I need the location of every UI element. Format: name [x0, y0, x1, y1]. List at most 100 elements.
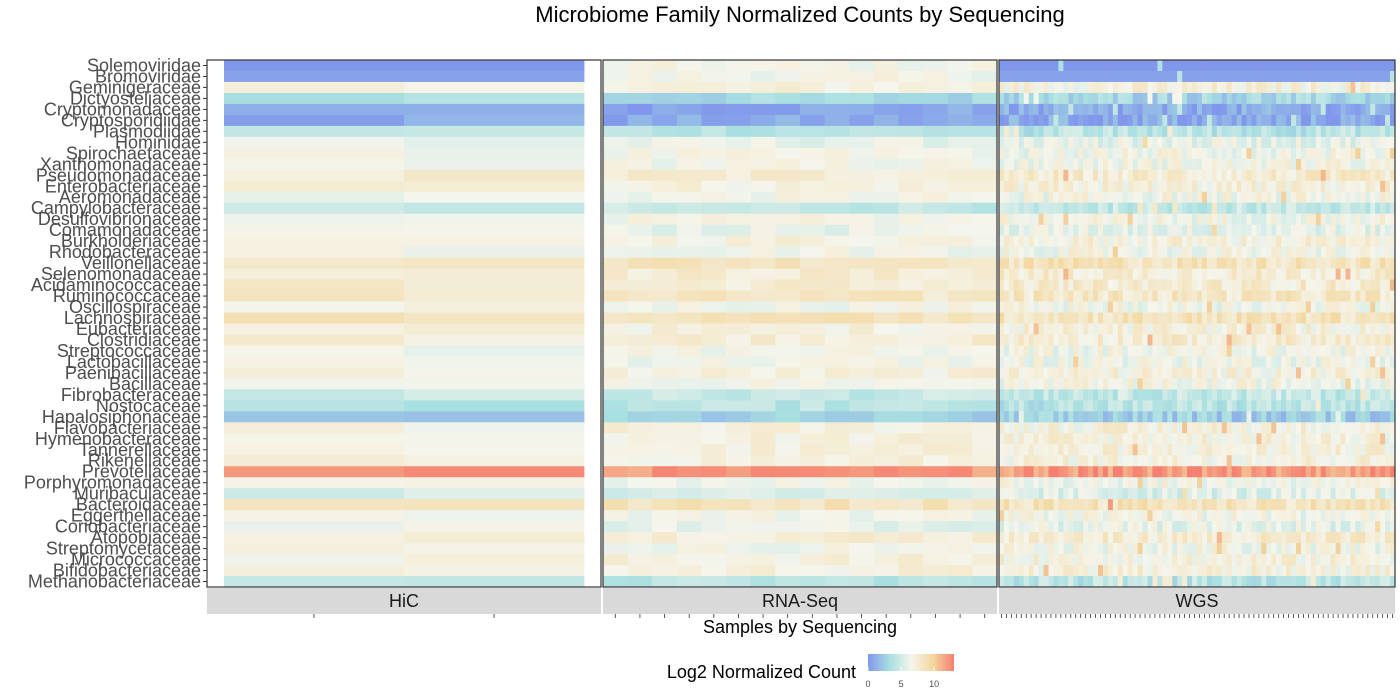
heatmap-cell — [652, 345, 678, 357]
heatmap-cell — [898, 422, 924, 434]
heatmap-cell — [947, 268, 973, 280]
heatmap-cell — [1073, 60, 1079, 72]
heatmap-cell — [1157, 312, 1163, 324]
heatmap-cell — [1201, 411, 1208, 423]
heatmap-cell — [224, 103, 405, 116]
heatmap-cell — [1330, 136, 1336, 149]
heatmap-cell — [1355, 70, 1361, 83]
heatmap-cell — [1261, 70, 1267, 83]
heatmap-cell — [1350, 433, 1356, 445]
heatmap-cell — [1201, 60, 1208, 72]
heatmap-cell — [1192, 103, 1198, 116]
heatmap-cell — [1216, 521, 1223, 533]
heatmap-cell — [1117, 213, 1124, 226]
heatmap-cell — [726, 565, 752, 577]
heatmap-cell — [1003, 70, 1010, 83]
heatmap-cell — [1276, 279, 1282, 291]
heatmap-cell — [652, 477, 678, 489]
heatmap-cell — [1231, 169, 1237, 182]
heatmap-cell — [1107, 125, 1114, 138]
y-tick-label: Rikenellaceae — [88, 451, 201, 471]
heatmap-cell — [1073, 235, 1079, 248]
heatmap-cell — [1008, 411, 1015, 423]
heatmap-cell — [1241, 158, 1247, 171]
heatmap-cell — [1063, 554, 1069, 566]
heatmap-cell — [1182, 554, 1188, 566]
heatmap-cell — [1325, 70, 1332, 83]
heatmap-cell — [1355, 356, 1361, 368]
heatmap-cell — [1201, 279, 1208, 291]
heatmap-cell — [1018, 202, 1025, 215]
heatmap-cell — [1038, 367, 1044, 379]
heatmap-cell — [1033, 114, 1039, 127]
heatmap-cell — [1167, 411, 1173, 423]
heatmap-cell — [1132, 180, 1138, 193]
heatmap-cell — [775, 147, 801, 160]
heatmap-cell — [1271, 103, 1277, 116]
heatmap-cell — [1112, 257, 1119, 270]
heatmap-cell — [701, 367, 727, 379]
heatmap-cell — [1241, 180, 1247, 193]
heatmap-cell — [652, 444, 678, 456]
heatmap-cell — [1132, 279, 1138, 291]
heatmap-cell — [1102, 70, 1109, 83]
heatmap-cell — [1192, 400, 1198, 412]
heatmap-cell — [1350, 477, 1356, 489]
heatmap-cell — [1335, 444, 1341, 456]
heatmap-cell — [999, 543, 1005, 555]
heatmap-cell — [1172, 147, 1178, 160]
heatmap-cell — [1370, 455, 1376, 467]
heatmap-cell — [1182, 433, 1188, 445]
heatmap-cell — [726, 345, 752, 357]
heatmap-cell — [1281, 235, 1287, 248]
heatmap-cell — [1058, 235, 1064, 248]
heatmap-cell — [1197, 279, 1203, 291]
heatmap-cell — [1182, 444, 1188, 456]
heatmap-cell — [999, 213, 1005, 226]
heatmap-cell — [898, 268, 924, 280]
heatmap-cell — [1167, 70, 1173, 83]
heatmap-cell — [701, 114, 727, 127]
heatmap-cell — [1093, 246, 1099, 259]
heatmap-cell — [1033, 202, 1039, 215]
heatmap-cell — [1028, 180, 1035, 193]
heatmap-cell — [1380, 411, 1386, 423]
heatmap-cell — [627, 290, 653, 302]
heatmap-cell — [1078, 246, 1084, 259]
heatmap-cell — [1261, 477, 1267, 489]
heatmap-cell — [1241, 576, 1247, 588]
heatmap-cell — [1023, 246, 1030, 259]
heatmap-cell — [1028, 477, 1035, 489]
heatmap-cell — [1271, 345, 1277, 357]
heatmap-cell — [1305, 444, 1312, 456]
heatmap-cell — [1162, 114, 1168, 127]
heatmap-cell — [1281, 400, 1287, 412]
heatmap-cell — [1251, 532, 1257, 544]
heatmap-cell — [1236, 279, 1242, 291]
heatmap-cell — [1187, 180, 1193, 193]
heatmap-cell — [775, 477, 801, 489]
heatmap-cell — [1375, 378, 1381, 390]
heatmap-cell — [1028, 202, 1035, 215]
heatmap-cell — [1390, 422, 1396, 434]
heatmap-cell — [1043, 235, 1049, 248]
heatmap-cell — [1102, 444, 1109, 456]
heatmap-cell — [726, 202, 752, 215]
heatmap-cell — [1098, 191, 1104, 204]
heatmap-cell — [1291, 257, 1297, 270]
heatmap-cell — [1192, 433, 1198, 445]
heatmap-cell — [603, 169, 629, 182]
heatmap-cell — [1291, 235, 1297, 248]
heatmap-cell — [750, 576, 776, 588]
heatmap-cell — [1216, 378, 1223, 390]
heatmap-cell — [1053, 147, 1059, 160]
heatmap-cell — [1281, 257, 1287, 270]
heatmap-cell — [1023, 455, 1030, 467]
heatmap-cell — [947, 114, 973, 127]
heatmap-cell — [652, 70, 678, 83]
heatmap-cell — [1221, 477, 1228, 489]
heatmap-cell — [1296, 235, 1302, 248]
heatmap-cell — [1271, 70, 1277, 83]
heatmap-cell — [1122, 576, 1129, 588]
heatmap-cell — [1043, 312, 1049, 324]
